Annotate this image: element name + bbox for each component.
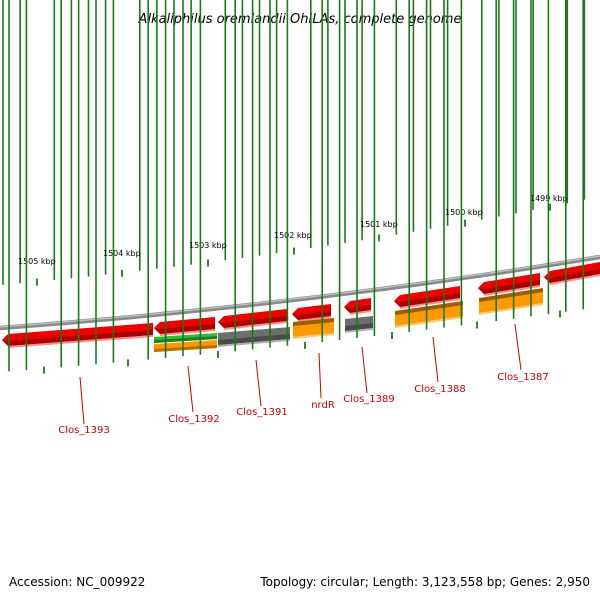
outer-minor-ticks (2, 0, 586, 285)
leader-nrdr (318, 352, 322, 399)
gene-label-clos-1392[interactable]: Clos_1392 (168, 414, 220, 425)
outer-major-ticks (36, 203, 551, 286)
feature-block-green (154, 333, 217, 343)
accession-label: Accession: NC_009922 (9, 575, 145, 589)
tick-label-1505: 1505 kbp (18, 257, 56, 266)
leader-clos-1388 (432, 336, 439, 383)
leader-clos-1387 (514, 323, 522, 371)
inner-major-ticks (43, 310, 561, 374)
map-title: Alkaliphilus oremlandii OhILAs, complete… (138, 12, 462, 27)
gene-arrow-clos-1393[interactable] (2, 323, 153, 348)
leader-clos-1392 (187, 365, 194, 413)
gene-label-clos-1391[interactable]: Clos_1391 (236, 407, 288, 418)
feature-block-gray-1391 (218, 327, 290, 347)
gene-label-clos-1389[interactable]: Clos_1389 (343, 394, 395, 405)
gene-label-clos-1393[interactable]: Clos_1393 (58, 425, 110, 436)
tick-label-1504: 1504 kbp (103, 249, 141, 258)
gene-arrow-next[interactable] (544, 262, 600, 285)
leader-clos-1391 (255, 359, 262, 407)
tick-label-1502: 1502 kbp (274, 231, 312, 240)
leader-clos-1393 (79, 376, 85, 425)
feature-block-gray-1389 (345, 316, 373, 333)
tick-label-1503: 1503 kbp (189, 241, 227, 250)
gene-label-clos-1387[interactable]: Clos_1387 (497, 372, 549, 383)
kbp-tick-labels: 1505 kbp 1504 kbp 1503 kbp 1502 kbp 1501… (18, 194, 568, 266)
gene-label-leaders (79, 323, 522, 425)
feature-block-orange-1387 (479, 288, 543, 315)
genome-summary: Topology: circular; Length: 3,123,558 bp… (259, 575, 590, 589)
genome-backbone-highlight (0, 255, 600, 328)
feature-block-orange-nrdr (293, 318, 334, 339)
genome-backbone (0, 254, 600, 331)
feature-block-orange-small (154, 340, 217, 352)
leader-clos-1389 (361, 346, 368, 394)
gene-label-nrdr[interactable]: nrdR (311, 400, 335, 411)
gene-label-clos-1388[interactable]: Clos_1388 (414, 384, 466, 395)
gene-arrow-clos-1392[interactable] (154, 317, 215, 336)
tick-label-1500: 1500 kbp (445, 208, 483, 217)
feature-block-orange-1388 (395, 301, 463, 328)
gene-arrow-clos-1387[interactable] (478, 273, 540, 296)
tick-label-1501: 1501 kbp (360, 220, 398, 229)
inner-minor-ticks (8, 0, 585, 372)
gene-labels: Clos_1393 Clos_1392 Clos_1391 nrdR Clos_… (58, 372, 549, 436)
